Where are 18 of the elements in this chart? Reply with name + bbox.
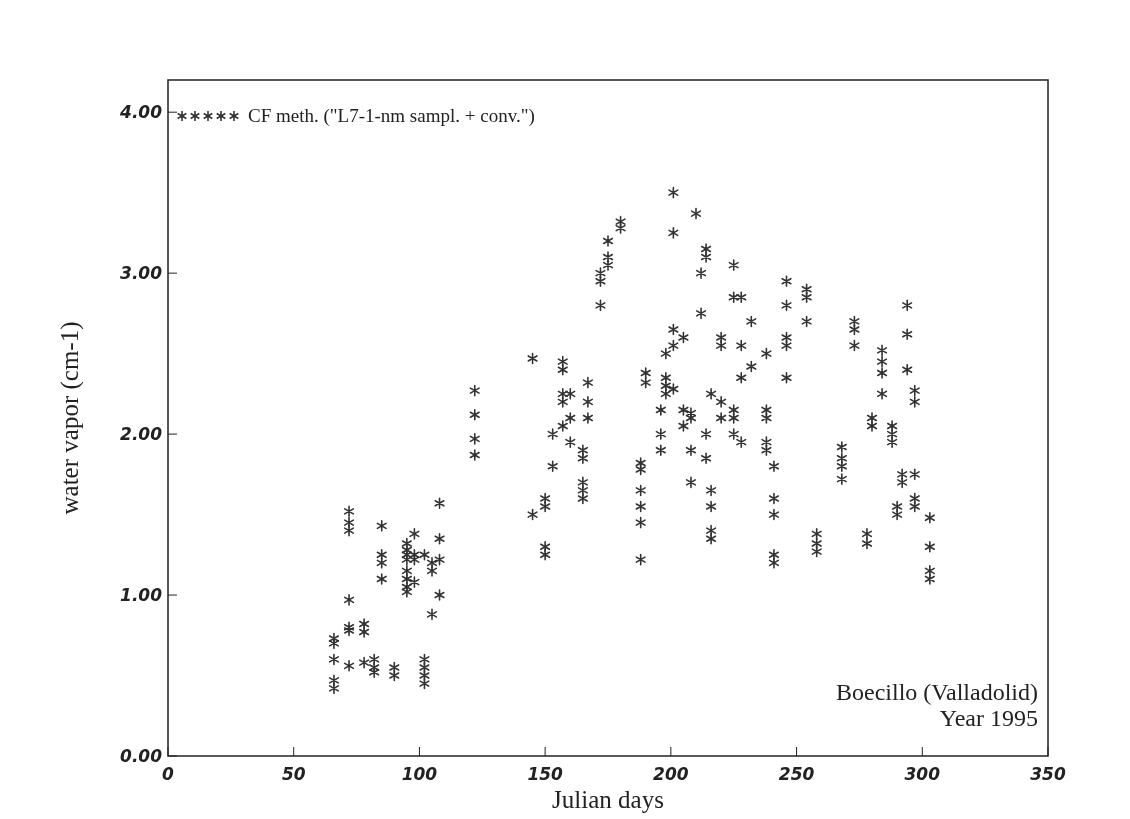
- y-tick-label: 1.00: [120, 585, 163, 606]
- legend-label: CF meth. ("L7-1-nm sampl. + conv."): [248, 105, 535, 127]
- x-tick-label: 250: [778, 764, 815, 784]
- x-tick-label: 350: [1030, 764, 1066, 784]
- x-tick-label: 0: [162, 764, 175, 784]
- x-axis-title: Julian days: [552, 786, 664, 813]
- y-tick-label: 0.00: [120, 746, 163, 766]
- x-tick-label: 200: [653, 764, 689, 784]
- annotation: Year 1995: [939, 705, 1038, 731]
- x-tick-label: 100: [401, 764, 438, 784]
- x-tick-label: 50: [281, 764, 306, 784]
- annotation: Boecillo (Valladolid): [836, 679, 1038, 705]
- x-tick-label: 300: [904, 764, 941, 784]
- y-tick-label: 2.00: [120, 424, 163, 445]
- y-tick-label: 4.00: [119, 102, 163, 123]
- y-tick-label: 3.00: [120, 263, 163, 284]
- y-axis-title: water vapor (cm-1): [56, 321, 84, 515]
- x-tick-label: 150: [527, 764, 564, 784]
